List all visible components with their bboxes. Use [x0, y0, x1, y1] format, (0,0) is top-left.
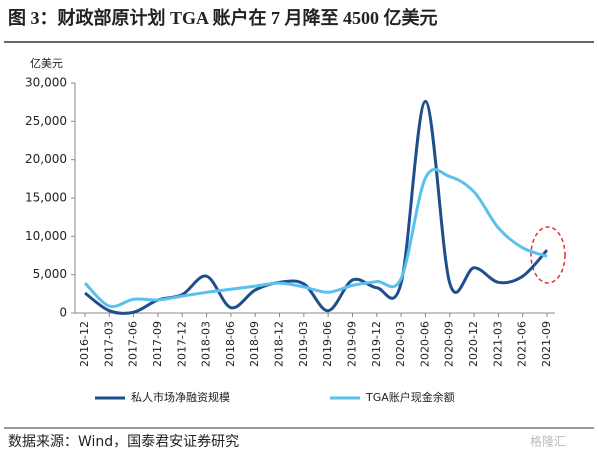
x-tick-label: 2021-09: [540, 321, 553, 367]
x-tick-label: 2020-12: [467, 321, 480, 367]
watermark: 格隆汇: [530, 434, 566, 449]
x-tick-label: 2018-06: [224, 321, 237, 367]
x-tick-label: 2017-03: [102, 321, 115, 367]
x-tick-label: 2019-06: [321, 321, 334, 367]
x-tick-label: 2020-06: [418, 321, 431, 367]
x-tick-label: 2017-06: [127, 321, 140, 367]
series-line: [83, 168, 548, 309]
x-tick-label: 2019-12: [370, 321, 383, 367]
series-line: [84, 99, 549, 315]
source: 数据来源：Wind，国泰君安证券研究: [8, 434, 239, 450]
y-axis-label: 亿美元: [30, 57, 63, 70]
y-tick-label: 25,000: [25, 114, 67, 128]
x-tick-label: 2016-12: [78, 321, 91, 367]
y-tick-label: 0: [59, 306, 67, 320]
y-tick-label: 15,000: [25, 191, 67, 205]
x-tick-label: 2018-12: [273, 321, 286, 367]
chart-title: 图 3：财政部原计划 TGA 账户在 7 月降至 4500 亿美元: [8, 7, 438, 28]
y-tick-label: 30,000: [25, 76, 67, 90]
legend-label: TGA账户现金余额: [365, 390, 455, 404]
x-tick-label: 2018-03: [200, 321, 213, 367]
x-tick-label: 2021-06: [516, 321, 529, 367]
x-tick-label: 2019-03: [297, 321, 310, 367]
legend-label: 私人市场净融资规模: [131, 390, 230, 404]
x-tick-label: 2020-03: [394, 321, 407, 367]
highlight-ellipse: [530, 226, 566, 284]
x-tick-label: 2017-09: [151, 321, 164, 367]
x-tick-label: 2020-09: [443, 321, 456, 367]
y-tick-label: 10,000: [25, 229, 67, 243]
y-tick-label: 20,000: [25, 152, 67, 166]
x-tick-label: 2019-09: [345, 321, 358, 367]
x-tick-label: 2018-09: [248, 321, 261, 367]
x-tick-label: 2017-12: [175, 321, 188, 367]
y-tick-label: 5,000: [33, 267, 67, 281]
x-tick-label: 2021-03: [491, 321, 504, 367]
